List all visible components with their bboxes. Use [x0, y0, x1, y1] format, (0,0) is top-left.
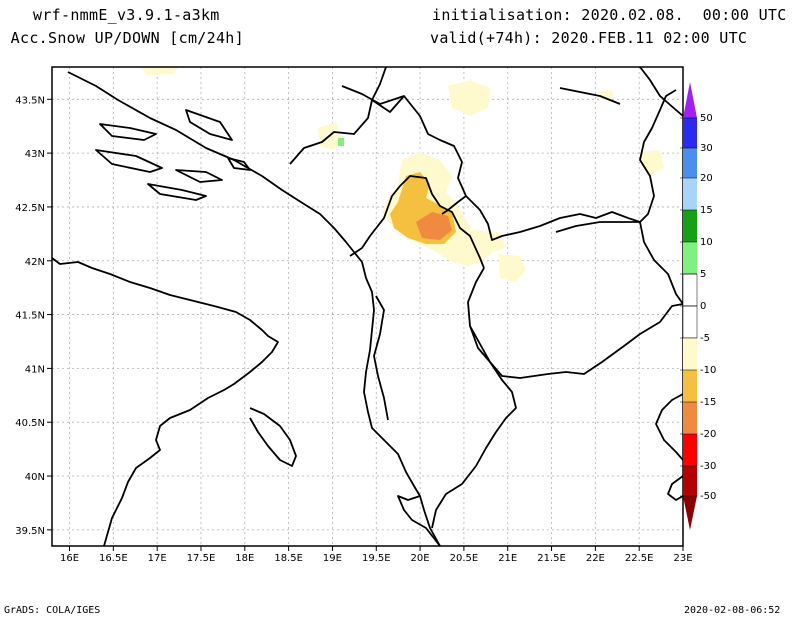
colorbar-segment-30-50: [683, 118, 697, 148]
lon-tick-label: 22.5E: [625, 553, 654, 564]
lon-tick-label: 21E: [498, 553, 517, 564]
colorbar-label: 10: [700, 237, 713, 248]
colorbar-segment-neg5-0: [682, 305, 698, 339]
colorbar-segment-neg50-neg30: [683, 466, 697, 496]
lon-tick-label: 18E: [235, 553, 254, 564]
lat-tick-label: 41N: [25, 364, 45, 375]
shade-light-east: [498, 254, 526, 282]
colorbar-segment-neg15-neg10: [683, 370, 697, 402]
colorbar-segment-20-30: [683, 148, 697, 178]
lon-tick-label: 19E: [323, 553, 342, 564]
lon-tick-label: 17.5E: [187, 553, 216, 564]
product-title: n Acc.Snow UP/DOWN [cm/24h]: [0, 29, 244, 47]
footer-credit: GrADS: COLA/IGES: [4, 605, 101, 616]
colorbar-label: 50: [700, 113, 713, 124]
lat-tick-label: 43.5N: [15, 95, 45, 106]
shade-dark-orange: [416, 212, 452, 240]
map-frame: [52, 67, 683, 546]
lon-tick-label: 17E: [148, 553, 167, 564]
lon-tick-label: 16E: [60, 553, 79, 564]
lon-tick-label: 23E: [673, 553, 692, 564]
lat-tick-labels: 43.5N 43N 42.5N 42N 41.5N 41N 40.5N 40N 39.5N: [15, 95, 45, 537]
colorbar-label: -30: [700, 461, 716, 472]
colorbar-segment-15-20: [683, 178, 697, 210]
colorbar-label: 5: [700, 269, 706, 280]
lon-tick-label: 22E: [586, 553, 605, 564]
colorbar-label: -5: [700, 333, 710, 344]
colorbar-segment-10-15: [683, 210, 697, 242]
lon-tick-label: 21.5E: [537, 553, 566, 564]
colorbar-label: 0: [700, 301, 706, 312]
lat-tick-label: 43N: [25, 149, 45, 160]
footer-timestamp: 2020-02-08-06:52: [684, 605, 781, 616]
lat-tick-label: 41.5N: [15, 311, 45, 322]
lon-tick-label: 18.5E: [274, 553, 303, 564]
lat-tick-label: 40N: [25, 472, 45, 483]
shade-light-north: [140, 67, 180, 75]
lon-tick-label: 20E: [411, 553, 430, 564]
colorbar-label: -20: [700, 429, 716, 440]
colorbar-label: 20: [700, 173, 713, 184]
colorbar-top-triangle: [683, 82, 697, 118]
colorbar-bottom-triangle: [683, 496, 697, 530]
shade-green: [338, 138, 344, 146]
colorbar-label: -10: [700, 365, 716, 376]
lat-tick-label: 40.5N: [15, 418, 45, 429]
model-title: wrf-nmmE_v3.9.1-a3km: [33, 6, 220, 24]
colorbar-label: 30: [700, 143, 713, 154]
colorbar-segment-5-10: [683, 242, 697, 274]
colorbar-label: 15: [700, 205, 713, 216]
lon-tick-label: 19.5E: [362, 553, 391, 564]
colorbar-segment-neg20-neg15: [683, 402, 697, 434]
colorbar-segment-neg30-neg20: [683, 434, 697, 466]
valid-time: valid(+74h): 2020.FEB.11 02:00 UTC: [430, 29, 748, 47]
colorbar-label: -15: [700, 397, 716, 408]
colorbar-segment-0-5: [682, 273, 698, 307]
initialisation-time: initialisation: 2020.02.08. 00:00 UTC: [432, 6, 787, 24]
axis-ticks: [47, 98, 684, 551]
lon-tick-labels: 16E 16.5E 17E 17.5E 18E 18.5E 19E 19.5E 20E 20.5E…: [60, 553, 693, 564]
lon-tick-label: 16.5E: [99, 553, 128, 564]
lat-tick-label: 39.5N: [15, 526, 45, 537]
colorbar-segment-neg10-neg5: [683, 338, 697, 370]
lon-tick-label: 20.5E: [450, 553, 479, 564]
colorbar-label: -50: [700, 491, 716, 502]
coastlines-borders: [52, 67, 683, 546]
shade-light-nne: [448, 80, 490, 116]
lat-tick-label: 42N: [25, 257, 45, 268]
lat-tick-label: 42.5N: [15, 203, 45, 214]
